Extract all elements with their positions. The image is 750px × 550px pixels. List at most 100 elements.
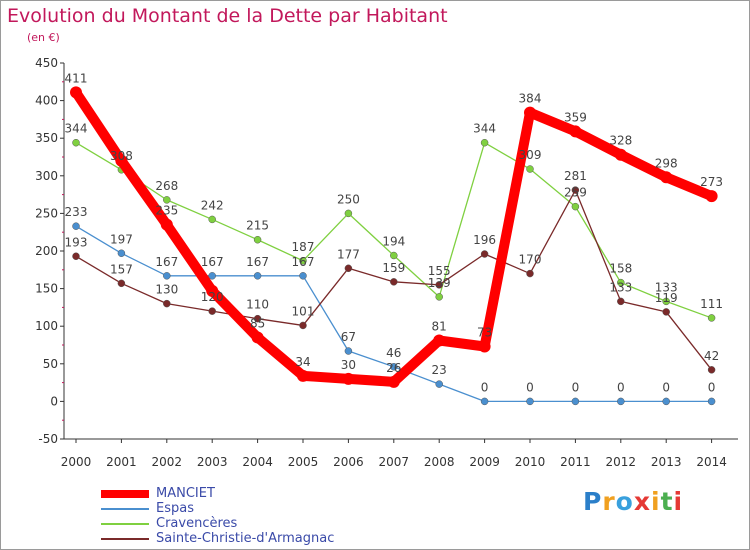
data-point-manciet bbox=[387, 375, 400, 388]
x-tick-label: 2010 bbox=[515, 455, 546, 469]
data-label-espas: 0 bbox=[481, 380, 489, 394]
data-label-manciet: 85 bbox=[250, 316, 265, 330]
data-point-cravenc-res bbox=[344, 209, 353, 218]
data-point-sainte-christie-d-armagnac bbox=[571, 186, 580, 194]
data-point-sainte-christie-d-armagnac bbox=[72, 252, 80, 261]
data-label-cravenc-res: 309 bbox=[519, 148, 542, 162]
data-label-sainte-christie-d-armagnac: 119 bbox=[655, 291, 678, 305]
data-point-cravenc-res bbox=[571, 202, 580, 211]
data-point-manciet bbox=[251, 331, 264, 344]
data-point-espas bbox=[617, 397, 625, 406]
legend-label: Sainte-Christie-d'Armagnac bbox=[156, 531, 335, 546]
data-point-espas bbox=[253, 272, 262, 280]
data-label-cravenc-res: 250 bbox=[337, 192, 360, 206]
data-point-espas bbox=[208, 272, 216, 280]
data-point-cravenc-res bbox=[253, 235, 262, 244]
data-point-manciet bbox=[705, 190, 718, 203]
data-point-manciet bbox=[614, 148, 627, 161]
data-point-espas bbox=[435, 380, 443, 388]
data-label-sainte-christie-d-armagnac: 120 bbox=[201, 290, 224, 304]
data-point-espas bbox=[299, 272, 307, 280]
data-point-manciet bbox=[115, 154, 128, 167]
x-tick-label: 2013 bbox=[651, 455, 682, 469]
data-point-espas bbox=[707, 397, 716, 406]
x-tick-label: 2002 bbox=[152, 455, 183, 469]
data-point-sainte-christie-d-armagnac bbox=[707, 366, 716, 374]
data-point-manciet bbox=[297, 369, 309, 382]
data-label-manciet: 34 bbox=[295, 355, 310, 369]
x-tick-label: 2007 bbox=[379, 455, 410, 469]
data-label-manciet: 298 bbox=[655, 156, 678, 170]
data-point-manciet bbox=[160, 218, 173, 231]
data-label-cravenc-res: 158 bbox=[609, 262, 632, 276]
data-point-cravenc-res bbox=[163, 196, 171, 204]
data-label-sainte-christie-d-armagnac: 177 bbox=[337, 247, 360, 261]
data-point-sainte-christie-d-armagnac bbox=[662, 308, 670, 316]
y-tick-label: 100 bbox=[35, 319, 58, 333]
data-point-espas bbox=[480, 397, 489, 406]
logo-letter: P bbox=[583, 487, 603, 516]
data-label-cravenc-res: 344 bbox=[65, 122, 88, 136]
x-tick-label: 2000 bbox=[61, 455, 92, 469]
data-label-espas: 0 bbox=[617, 380, 625, 394]
y-tick-label: 450 bbox=[35, 56, 58, 70]
data-label-sainte-christie-d-armagnac: 130 bbox=[155, 283, 178, 297]
data-label-espas: 167 bbox=[155, 255, 178, 269]
data-label-manciet: 73 bbox=[477, 326, 492, 340]
chart-legend: MANCIET Espas Cravencères Sainte-Christie-d… bbox=[101, 486, 334, 546]
y-tick-label: 400 bbox=[35, 94, 58, 108]
data-point-sainte-christie-d-armagnac bbox=[435, 281, 443, 289]
x-tick-label: 2012 bbox=[606, 455, 637, 469]
y-tick-label: 150 bbox=[35, 282, 58, 296]
data-label-sainte-christie-d-armagnac: 159 bbox=[382, 261, 405, 275]
data-label-cravenc-res: 194 bbox=[382, 235, 405, 249]
y-tick-label: 300 bbox=[35, 169, 58, 183]
data-label-cravenc-res: 259 bbox=[564, 186, 587, 200]
x-tick-label: 2004 bbox=[242, 455, 273, 469]
legend-item-cravenc-res: Cravencères bbox=[101, 516, 334, 531]
legend-item-espas: Espas bbox=[101, 501, 334, 516]
x-tick-label: 2008 bbox=[424, 455, 455, 469]
data-point-sainte-christie-d-armagnac bbox=[617, 297, 625, 306]
data-point-cravenc-res bbox=[480, 138, 489, 147]
data-label-manciet: 328 bbox=[609, 134, 632, 148]
data-label-espas: 167 bbox=[292, 255, 315, 269]
data-point-cravenc-res bbox=[299, 257, 307, 265]
legend-item-manciet: MANCIET bbox=[101, 486, 334, 501]
logo-letter: r bbox=[602, 487, 616, 516]
legend-swatch bbox=[101, 490, 149, 498]
data-label-espas: 0 bbox=[708, 380, 716, 394]
x-tick-label: 2005 bbox=[288, 455, 319, 469]
data-label-manciet: 273 bbox=[700, 175, 723, 189]
data-point-espas bbox=[390, 363, 398, 371]
legend-label: MANCIET bbox=[156, 486, 215, 501]
data-label-sainte-christie-d-armagnac: 157 bbox=[110, 262, 133, 276]
data-point-sainte-christie-d-armagnac bbox=[526, 269, 534, 278]
data-label-espas: 0 bbox=[526, 380, 534, 394]
legend-swatch bbox=[101, 523, 149, 525]
logo-letter: t bbox=[660, 487, 674, 516]
data-label-espas: 167 bbox=[246, 255, 269, 269]
data-point-manciet bbox=[524, 106, 536, 119]
legend-label: Cravencères bbox=[156, 516, 238, 531]
data-point-sainte-christie-d-armagnac bbox=[117, 279, 126, 288]
data-point-manciet bbox=[478, 340, 491, 353]
data-point-cravenc-res bbox=[435, 293, 443, 301]
data-label-espas: 167 bbox=[201, 255, 224, 269]
chart-title: Evolution du Montant de la Dette par Hab… bbox=[7, 5, 448, 27]
data-label-manciet: 384 bbox=[519, 92, 542, 106]
data-label-cravenc-res: 111 bbox=[700, 297, 723, 311]
data-label-espas: 0 bbox=[662, 380, 670, 394]
y-tick-label: 50 bbox=[43, 357, 58, 371]
y-tick-label: 250 bbox=[35, 206, 58, 220]
logo-letter: o bbox=[615, 487, 634, 516]
data-label-sainte-christie-d-armagnac: 170 bbox=[519, 253, 542, 267]
data-label-espas: 197 bbox=[110, 232, 133, 246]
x-tick-label: 2009 bbox=[469, 455, 500, 469]
x-tick-label: 2001 bbox=[106, 455, 137, 469]
data-point-espas bbox=[571, 397, 580, 406]
legend-label: Espas bbox=[156, 501, 194, 516]
logo-letter: x bbox=[633, 487, 651, 516]
